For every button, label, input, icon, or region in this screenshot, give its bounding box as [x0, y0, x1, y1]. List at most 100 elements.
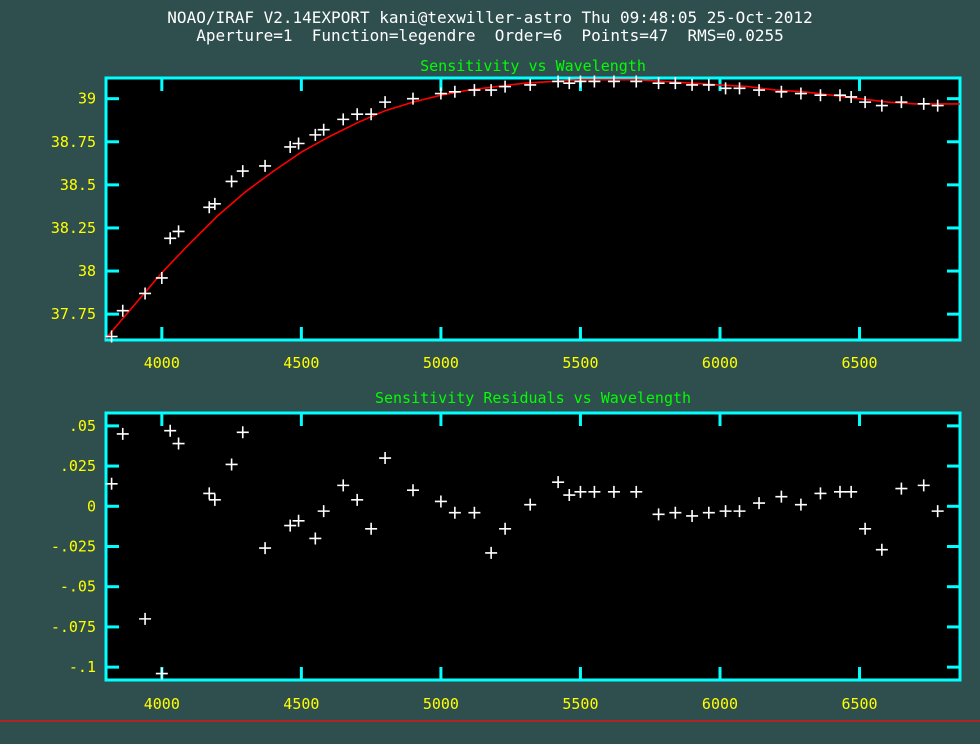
data-point	[164, 424, 177, 437]
data-point	[845, 90, 858, 103]
data-point	[225, 458, 238, 471]
data-point	[814, 89, 827, 102]
data-point	[172, 225, 185, 238]
data-point	[630, 485, 643, 498]
data-point	[116, 427, 129, 440]
data-point	[164, 232, 177, 245]
residuals-plot: Sensitivity Residuals vs Wavelength 4000 4…	[51, 389, 962, 713]
data-point	[794, 498, 807, 511]
y-tick-label: .05	[69, 417, 96, 435]
data-point	[208, 197, 221, 210]
data-point	[875, 99, 888, 112]
data-point	[702, 78, 715, 91]
y-tick-label: 38	[78, 262, 96, 280]
data-point	[105, 330, 118, 343]
data-point	[448, 506, 461, 519]
y-tick-label: -.025	[51, 538, 96, 556]
data-point	[833, 485, 846, 498]
data-point	[875, 543, 888, 556]
x-tick-label: 5000	[423, 354, 459, 372]
y-tick-label: -.05	[60, 578, 96, 596]
data-point	[702, 506, 715, 519]
data-point	[895, 482, 908, 495]
x-tick-label: 4000	[144, 354, 180, 372]
data-point	[468, 506, 481, 519]
header-line-2: Aperture=1 Function=legendre Order=6 Poi…	[196, 26, 784, 45]
data-point	[814, 487, 827, 500]
data-point	[379, 96, 392, 109]
data-point	[292, 514, 305, 527]
plot-area	[106, 78, 960, 340]
data-point	[292, 137, 305, 150]
data-point	[406, 92, 419, 105]
data-point	[259, 159, 272, 172]
data-point	[172, 437, 185, 450]
data-point	[155, 271, 168, 284]
data-point	[753, 497, 766, 510]
data-point	[208, 493, 221, 506]
data-point	[259, 542, 272, 555]
data-point	[686, 78, 699, 91]
data-point	[931, 99, 944, 112]
fit-curve	[105, 78, 960, 339]
data-point	[630, 75, 643, 88]
plot-frame	[104, 76, 962, 342]
data-point	[552, 75, 565, 88]
data-point	[733, 82, 746, 95]
y-tick-label: 38.75	[51, 133, 96, 151]
data-point	[116, 304, 129, 317]
status-bar	[0, 720, 980, 744]
data-point	[895, 96, 908, 109]
data-point	[337, 479, 350, 492]
data-point	[775, 490, 788, 503]
data-point	[563, 77, 576, 90]
data-point	[351, 108, 364, 121]
data-point	[105, 477, 118, 490]
data-point	[719, 82, 732, 95]
data-point	[859, 96, 872, 109]
y-tick-label: 37.75	[51, 305, 96, 323]
data-point	[499, 80, 512, 93]
data-point	[733, 505, 746, 518]
plot-title: Sensitivity Residuals vs Wavelength	[375, 389, 691, 407]
data-point	[365, 108, 378, 121]
data-point	[236, 426, 249, 439]
data-point	[317, 505, 330, 518]
header-line-1: NOAO/IRAF V2.14EXPORT kani@texwiller-ast…	[167, 8, 813, 27]
data-point	[317, 123, 330, 136]
data-point	[351, 493, 364, 506]
data-point	[607, 75, 620, 88]
data-point	[434, 495, 447, 508]
data-point	[845, 485, 858, 498]
data-point	[669, 506, 682, 519]
data-point	[753, 84, 766, 97]
sensitivity-plot: Sensitivity vs Wavelength 4000 4500 5000 550…	[51, 57, 962, 372]
data-point	[155, 667, 168, 680]
data-point	[448, 85, 461, 98]
data-point	[365, 522, 378, 535]
y-tick-label: -.075	[51, 618, 96, 636]
data-point	[775, 85, 788, 98]
x-tick-label: 6500	[841, 695, 877, 713]
data-point	[284, 519, 297, 532]
data-point	[468, 84, 481, 97]
data-point	[309, 128, 322, 141]
y-tick-label: 38.5	[60, 176, 96, 194]
data-point	[859, 522, 872, 535]
plot-canvas[interactable]: Sensitivity vs Wavelength 4000 4500 5000 550…	[0, 0, 980, 720]
data-point	[652, 77, 665, 90]
x-tick-label: 5000	[423, 695, 459, 713]
data-point	[499, 522, 512, 535]
plot-area	[106, 413, 960, 680]
data-point	[719, 505, 732, 518]
data-point	[588, 75, 601, 88]
y-tick-label: 39	[78, 90, 96, 108]
x-tick-label: 6000	[702, 354, 738, 372]
data-point	[309, 532, 322, 545]
data-point	[917, 97, 930, 110]
data-point	[652, 508, 665, 521]
data-point	[794, 87, 807, 100]
x-tick-label: 4000	[144, 695, 180, 713]
data-point	[139, 612, 152, 625]
y-tick-label: .025	[60, 457, 96, 475]
